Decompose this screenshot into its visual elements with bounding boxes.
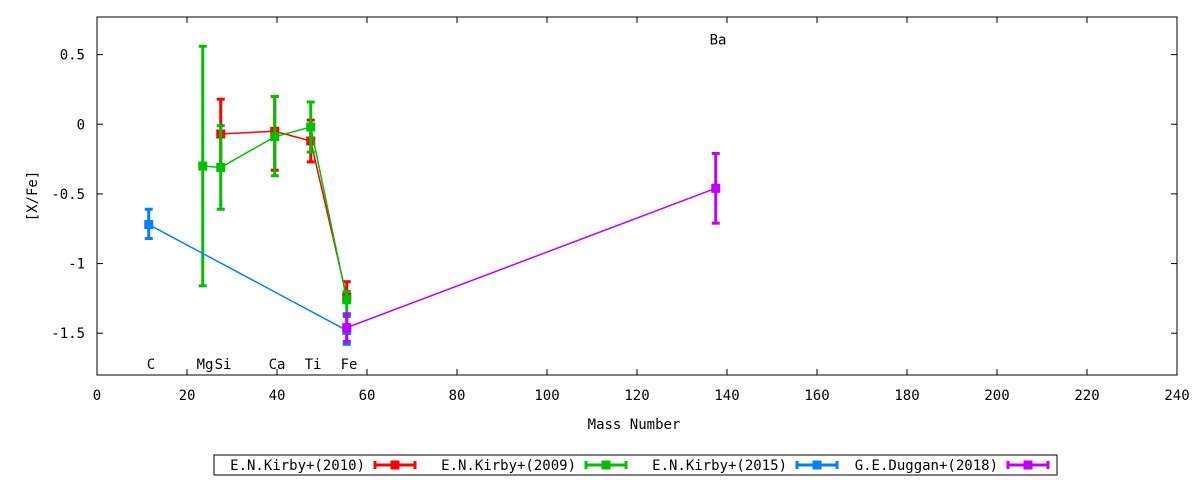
element-label: Mg	[197, 357, 214, 373]
element-label: Ca	[269, 357, 286, 373]
series-group	[198, 44, 352, 317]
x-tick-label: 200	[984, 388, 1009, 404]
series-line	[148, 223, 348, 332]
data-point	[711, 183, 721, 193]
x-tick-label: 240	[1164, 388, 1189, 404]
legend-label: E.N.Kirby+(2009)	[441, 458, 576, 474]
series-line	[346, 187, 717, 329]
x-tick-label: 180	[894, 388, 919, 404]
legend-swatch-marker	[1023, 460, 1033, 470]
series-layer	[144, 44, 721, 346]
element-label: Ba	[710, 32, 727, 48]
x-tick-label: 60	[359, 388, 376, 404]
y-tick-label: -1.5	[51, 326, 85, 342]
x-tick-label: 40	[269, 388, 286, 404]
series-line	[220, 130, 348, 298]
series-group	[144, 207, 352, 346]
x-tick-label: 20	[179, 388, 196, 404]
data-point	[198, 161, 208, 171]
data-point	[270, 132, 280, 142]
legend-label: E.N.Kirby+(2015)	[652, 458, 787, 474]
y-tick-label: -1	[68, 257, 85, 273]
element-label: Fe	[341, 357, 358, 373]
y-tick-label: -0.5	[51, 187, 85, 203]
x-axis-label: Mass Number	[588, 417, 681, 433]
legend: E.N.Kirby+(2010) E.N.Kirby+(2009) E.N.Kirb…	[230, 458, 1050, 474]
legend-label: E.N.Kirby+(2010)	[230, 458, 365, 474]
plot-frame	[96, 16, 1178, 376]
legend-swatch-marker	[601, 460, 611, 470]
x-tick-label: 100	[534, 388, 559, 404]
element-annotations: C Mg Si Ca Ti Fe Ba	[147, 32, 727, 373]
y-axis-label: [X/Fe]	[25, 171, 41, 222]
data-point	[216, 162, 226, 172]
data-point	[144, 220, 154, 230]
x-tick-label: 220	[1074, 388, 1099, 404]
data-point	[342, 323, 352, 333]
x-tick-label: 80	[449, 388, 466, 404]
x-tick-label: 0	[93, 388, 101, 404]
legend-swatch-marker	[812, 460, 822, 470]
y-tick-label: 0.5	[60, 48, 85, 64]
legend-swatch-marker	[390, 460, 400, 470]
data-point	[342, 295, 352, 305]
y-tick-label: 0	[77, 117, 85, 133]
legend-box	[213, 454, 1058, 476]
x-tick-label: 160	[804, 388, 829, 404]
element-label: Si	[215, 357, 232, 373]
axis-ticks: 0 20 40 60 80 100 120 140 160 180 200 220 240 0.5 0 -0.…	[51, 17, 1190, 404]
x-tick-label: 140	[714, 388, 739, 404]
series-group	[342, 152, 721, 344]
legend-label: G.E.Duggan+(2018)	[855, 458, 998, 474]
x-tick-label: 120	[624, 388, 649, 404]
element-label: Ti	[305, 357, 322, 373]
element-label: C	[147, 357, 155, 373]
data-point	[306, 122, 316, 132]
